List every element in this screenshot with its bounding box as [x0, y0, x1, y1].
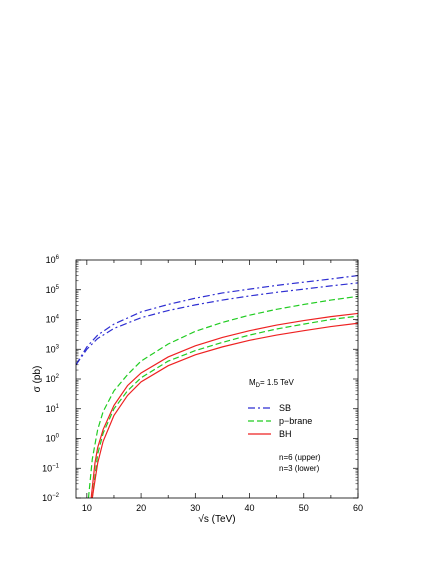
series-layer: [76, 274, 358, 498]
x-tick-label: 50: [299, 503, 309, 513]
y-tick-exponent: 3: [56, 344, 60, 350]
legend-label: BH: [279, 429, 292, 439]
x-tick-label: 20: [136, 503, 146, 513]
n-upper-note: n=6 (upper): [279, 453, 321, 462]
y-tick-base: 10: [42, 463, 52, 473]
series-line-sb-upper: [76, 274, 358, 366]
md-symbol: M: [249, 378, 256, 387]
y-tick-base: 10: [46, 255, 56, 265]
md-value: = 1.5 TeV: [260, 378, 295, 387]
y-tick-label: 104: [46, 315, 60, 325]
x-tick-label: 60: [353, 503, 363, 513]
y-tick-base: 10: [46, 344, 56, 354]
md-annotation: MD= 1.5 TeV: [249, 378, 295, 389]
y-tick-exponent: −2: [52, 493, 60, 499]
y-tick-base: 10: [42, 493, 52, 503]
y-tick-base: 10: [46, 374, 56, 384]
y-tick-label: 100: [46, 434, 60, 444]
y-tick-exponent: 6: [56, 255, 60, 261]
series-line-sb-lower: [76, 282, 358, 366]
x-tick-label: 40: [245, 503, 255, 513]
legend: SB p−brane BH: [248, 403, 312, 439]
ticks-layer: [76, 259, 359, 499]
series-line-pbrane-upper: [87, 295, 358, 498]
x-tick-label: 30: [190, 503, 200, 513]
y-tick-base: 10: [46, 285, 56, 295]
y-tick-base: 10: [46, 404, 56, 414]
y-axis-label: σ (pb): [32, 366, 43, 393]
y-tick-exponent: 0: [56, 434, 60, 440]
y-tick-exponent: 1: [56, 404, 60, 410]
y-tick-label: 10−1: [42, 463, 60, 473]
series-line-bh-upper: [90, 312, 358, 498]
x-tick-labels: 10 20 30 40 50 60: [82, 503, 363, 513]
x-axis-label: √s (TeV): [198, 513, 235, 525]
y-tick-base: 10: [46, 315, 56, 325]
y-tick-exponent: 2: [56, 374, 60, 380]
x-tick-label: 10: [82, 503, 92, 513]
plot-frame: [75, 259, 359, 499]
y-tick-exponent: 5: [56, 285, 60, 291]
legend-label: p−brane: [279, 416, 312, 426]
y-tick-exponent: 4: [56, 315, 60, 321]
n-lower-note: n=3 (lower): [279, 464, 320, 473]
y-tick-label: 101: [46, 404, 60, 414]
y-tick-label: 102: [46, 374, 60, 384]
y-tick-exponent: −1: [52, 463, 60, 469]
y-tick-label: 10−2: [42, 493, 60, 503]
y-tick-label: 105: [46, 285, 60, 295]
y-tick-label: 106: [46, 255, 60, 265]
y-tick-base: 10: [46, 434, 56, 444]
series-line-pbrane-lower: [91, 315, 358, 498]
md-subscript: D: [256, 383, 261, 389]
series-line-bh-lower: [91, 322, 358, 498]
y-tick-label: 103: [46, 344, 60, 354]
legend-label: SB: [279, 403, 291, 413]
